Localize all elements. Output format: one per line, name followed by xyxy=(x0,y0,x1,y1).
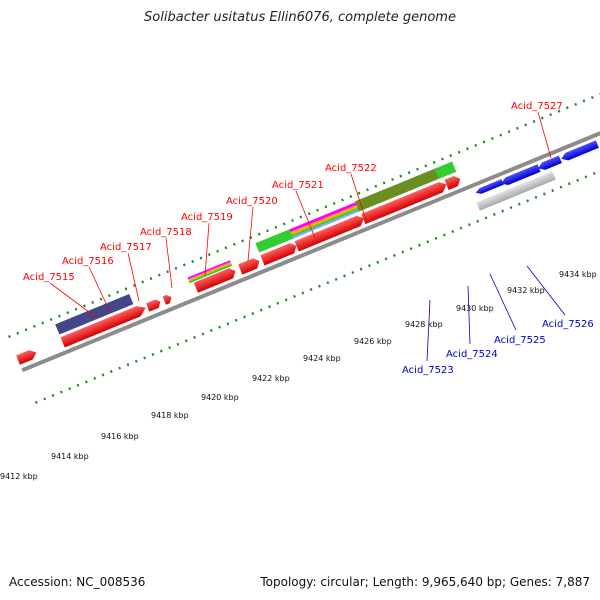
tick-label: 9416 kbp xyxy=(101,432,139,441)
feature-block-green[interactable] xyxy=(434,161,457,179)
tick-label: 9422 kbp xyxy=(252,374,290,383)
feature-stripe-orange xyxy=(290,204,359,235)
gene-arrow-forward[interactable] xyxy=(444,174,462,190)
feature-stripe-green xyxy=(188,263,233,284)
gene-arrow-forward[interactable] xyxy=(146,298,162,312)
reverse-gene-labels: Acid_7523 Acid_7524 Acid_7525 Acid_7526 xyxy=(402,265,594,376)
scale-tick-labels: 9412 kbp 9414 kbp 9416 kbp 9418 kbp 9420… xyxy=(0,270,597,481)
map-title: Solibacter usitatus Ellin6076, complete … xyxy=(144,10,456,25)
tick-label: 9420 kbp xyxy=(201,393,239,402)
tick-label: 9414 kbp xyxy=(51,452,89,461)
gene-label[interactable]: Acid_7525 xyxy=(494,335,546,346)
tick-label: 9412 kbp xyxy=(0,472,38,481)
gene-label[interactable]: Acid_7518 xyxy=(140,227,192,238)
feature-block-green[interactable] xyxy=(255,228,295,253)
feature-stripe-blue xyxy=(292,209,361,239)
accession-text: Accession: NC_008536 xyxy=(9,575,146,589)
gene-label[interactable]: Acid_7527 xyxy=(511,101,563,112)
feature-block-grey[interactable] xyxy=(476,171,556,211)
tick-label: 9432 kbp xyxy=(507,286,545,295)
gene-label[interactable]: Acid_7523 xyxy=(402,365,454,376)
tick-label: 9430 kbp xyxy=(456,304,494,313)
gene-label[interactable]: Acid_7522 xyxy=(325,163,377,174)
gene-label[interactable]: Acid_7519 xyxy=(181,212,233,223)
gene-label[interactable]: Acid_7521 xyxy=(272,180,324,191)
genome-backbone xyxy=(21,34,600,373)
gene-arrow-forward[interactable] xyxy=(60,303,148,348)
feature-stripe-magenta xyxy=(187,260,231,280)
gene-arrow-reverse[interactable] xyxy=(537,155,562,173)
gene-label[interactable]: Acid_7515 xyxy=(23,272,75,283)
gene-label[interactable]: Acid_7524 xyxy=(446,349,498,360)
tick-label: 9424 kbp xyxy=(303,354,341,363)
tick-label: 9418 kbp xyxy=(151,411,189,420)
tick-label: 9434 kbp xyxy=(559,270,597,279)
gene-arrow-forward[interactable] xyxy=(361,180,448,225)
gene-arrow-reverse[interactable] xyxy=(500,164,541,187)
gene-arrow-forward[interactable] xyxy=(193,266,238,293)
tick-label: 9428 kbp xyxy=(405,320,443,329)
gene-arrow-forward[interactable] xyxy=(162,293,174,305)
gene-arrow-forward[interactable] xyxy=(16,348,38,365)
gene-arrow-forward[interactable] xyxy=(238,256,262,275)
feature-block-olive[interactable] xyxy=(354,167,441,212)
feature-stripe-magenta xyxy=(289,201,358,233)
gene-arrow-reverse[interactable] xyxy=(560,140,599,162)
feature-block-purple[interactable] xyxy=(55,293,134,335)
gene-arrow-forward[interactable] xyxy=(260,241,298,266)
tick-label: 9426 kbp xyxy=(354,337,392,346)
gene-label[interactable]: Acid_7526 xyxy=(542,319,594,330)
genome-summary-text: Topology: circular; Length: 9,965,640 bp… xyxy=(260,575,590,589)
gene-label[interactable]: Acid_7520 xyxy=(226,196,278,207)
gene-arrow-forward[interactable] xyxy=(294,214,367,252)
feature-stripe-green xyxy=(291,207,360,237)
gene-label[interactable]: Acid_7517 xyxy=(100,242,152,253)
genome-track-group xyxy=(8,1,600,404)
gene-label[interactable]: Acid_7516 xyxy=(62,256,114,267)
forward-gene-labels: Acid_7515 Acid_7516 Acid_7517 Acid_7518 … xyxy=(23,101,563,319)
feature-stripe-orange xyxy=(188,262,232,282)
gene-arrow-reverse[interactable] xyxy=(475,179,504,196)
